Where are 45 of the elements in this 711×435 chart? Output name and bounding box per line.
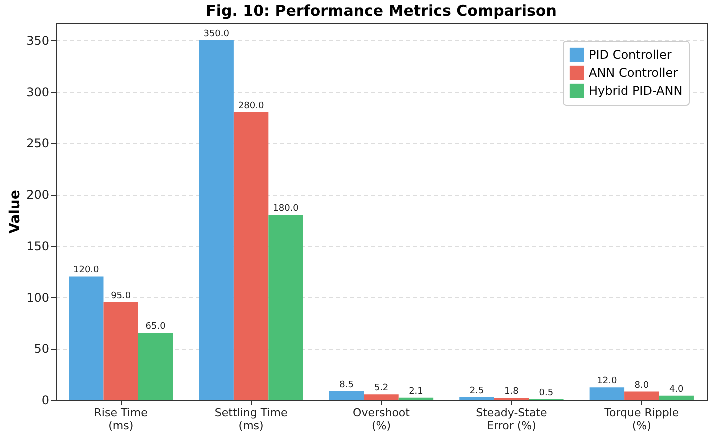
bar: [138, 333, 174, 400]
y-tick-label: 50: [34, 342, 50, 356]
bar: [659, 396, 694, 400]
x-tick-label: Rise Time (ms): [94, 406, 148, 432]
data-label: 280.0: [238, 101, 264, 112]
data-label: 2.1: [409, 386, 424, 397]
bar: [624, 392, 660, 400]
data-label: 350.0: [204, 29, 230, 40]
y-tick-label: 100: [26, 290, 50, 305]
data-label: 12.0: [597, 376, 618, 387]
y-tick-label: 300: [26, 85, 50, 100]
bar: [460, 397, 494, 400]
y-axis-title: Value: [8, 190, 24, 234]
data-label: 2.5: [470, 386, 484, 396]
x-tick-label: Settling Time (ms): [214, 406, 288, 432]
data-label: 180.0: [273, 204, 300, 214]
y-tick-label: 150: [26, 239, 50, 254]
y-tick-label: 350: [26, 34, 50, 48]
bar: [364, 394, 399, 400]
bar: [329, 391, 364, 400]
bar: [590, 388, 625, 400]
bar: [104, 302, 138, 400]
data-label: 8.5: [340, 380, 354, 390]
data-label: 95.0: [111, 291, 132, 302]
x-tick-label: Steady-State Error (%): [476, 406, 548, 432]
y-tick-label: 0: [42, 394, 50, 408]
bar: [268, 215, 304, 400]
bar: [199, 40, 234, 400]
legend-label: ANN Controller: [589, 66, 678, 80]
data-label: 5.2: [374, 384, 389, 394]
x-tick-label: Overshoot (%): [353, 406, 411, 432]
x-tick-label: Torque Ripple (%): [604, 406, 680, 432]
data-label: 1.8: [504, 387, 520, 398]
chart-title: Fig. 10: Performance Metrics Comparison: [206, 2, 557, 20]
bar: [234, 112, 269, 400]
legend-label: Hybrid PID-ANN: [589, 84, 683, 98]
y-tick-label: 200: [26, 188, 50, 202]
data-label: 65.0: [146, 322, 166, 332]
legend-label: PID Controller: [589, 48, 672, 62]
data-label: 0.5: [539, 388, 554, 398]
y-tick-label: 250: [26, 136, 50, 151]
bar: [69, 276, 104, 400]
data-label: 8.0: [634, 380, 650, 391]
data-label: 4.0: [669, 384, 684, 395]
data-label: 120.0: [73, 266, 100, 276]
